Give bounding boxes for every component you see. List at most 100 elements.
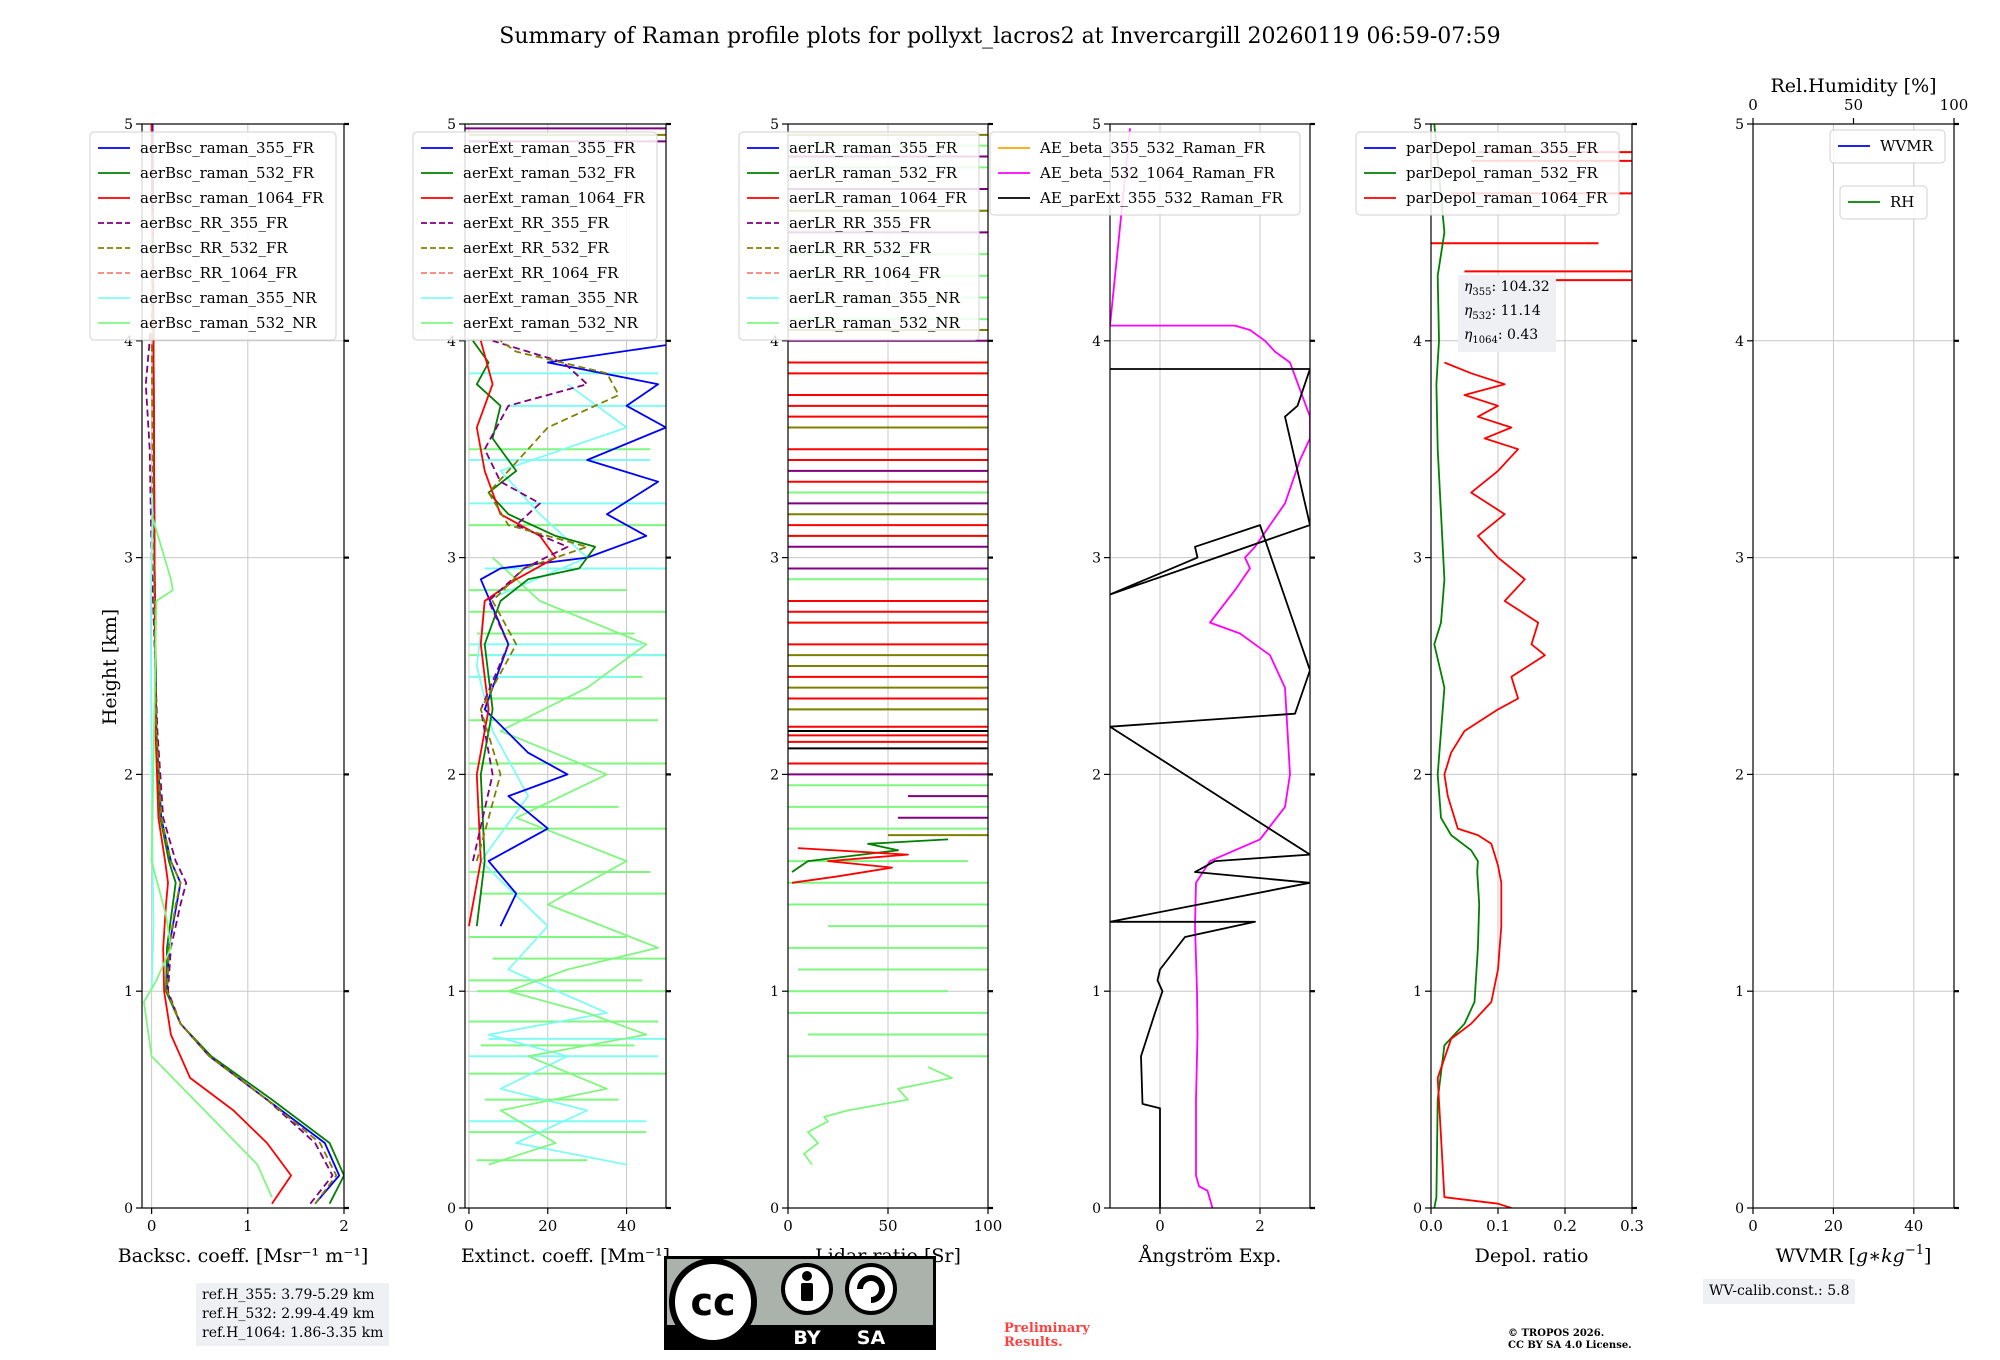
y-tick-label: 2 [447,767,456,783]
license-sa-label: SA [857,1327,886,1349]
legend-label: AE_parExt_355_532_Raman_FR [1039,189,1284,207]
legend-label: aerLR_raman_532_FR [789,164,958,182]
axes-frame [1109,123,1311,1209]
y-tick-label: 4 [1092,334,1101,350]
legend-label: aerBsc_RR_1064_FR [140,264,298,282]
eta-532: η532: 11.14 [1464,302,1541,322]
series-AE_beta_532_1064_Raman_FR [1110,128,1310,1208]
wv-calib-constant: WV-calib.const.: 5.8 [1709,1283,1850,1299]
series-parDepol_raman_1064_FR [1436,361,1546,1208]
legend-label: aerBsc_raman_1064_FR [140,189,324,207]
y-tick-label: 5 [1092,117,1101,133]
legend-frame [412,131,658,341]
data-layer-ae [1110,128,1310,1208]
series-aerLR_raman_1064_FR [791,847,909,884]
legend-wvmr: WVMR [1829,129,1946,164]
xlabel-part: kg [1881,1245,1905,1267]
y-tick-label: 1 [1092,984,1101,1000]
y-tick-label: 0 [447,1201,456,1217]
series-aerBsc_RR_355_FR [144,297,334,1205]
panel-ae: 0 2 0 1 2 3 4 5 Ångström Exp. AE_beta_355_532_Ram… [989,117,1315,1267]
x-tick-label: 0 [1155,1217,1165,1235]
preliminary-results-note: Preliminary Results. [1004,1322,1090,1350]
y-tick-label: 1 [447,984,456,1000]
y-tick-label: 1 [124,984,133,1000]
xlabel-part: WVMR [ [1776,1245,1856,1267]
y-tick-label: 2 [1092,767,1101,783]
series-aerLR_raman_532_FR [791,838,949,873]
series-aerBsc_raman_355_NR [149,492,155,992]
wv-calibration-box: WV-calib.const.: 5.8 [1703,1279,1856,1304]
eta-355: η355: 104.32 [1464,279,1550,298]
legend-lr: aerLR_raman_355_FR aerLR_raman_532_FR aerL… [738,131,980,341]
xlabel-part: g [1856,1245,1868,1267]
y-tick-label: 2 [1413,767,1422,783]
x-tick-label: 0.2 [1553,1217,1577,1235]
y-tick-label: 3 [1092,551,1101,567]
reference-height-box: ref.H_355: 3.79-5.29 km ref.H_532: 2.99-… [196,1283,390,1346]
y-tick-label: 4 [770,334,779,350]
series-aerExt_RR_532_FR [475,340,620,862]
y-tick-label: 1 [770,984,779,1000]
panel-wvmr: 0 20 40 0 1 2 3 4 5 WVMR [g∗kg−1] 0 50 100Rel.Humidi… [1735,75,1968,1267]
legend-label: aerLR_raman_1064_FR [789,189,967,207]
legend-label: aerExt_raman_532_FR [463,164,636,182]
legend-label: aerLR_RR_1064_FR [789,264,941,282]
y-tick-label: 4 [1413,334,1422,350]
x-axis-label: Depol. ratio [1475,1245,1589,1267]
y-tick-label: 4 [447,334,456,350]
cc-by-sa-license-badge: cc BY SA [664,1256,936,1350]
y-tick-label: 3 [447,551,456,567]
x-tick-label: 100 [974,1217,1003,1235]
y-tick-label: 5 [1735,117,1744,133]
series-aerBsc_raman_532_NR [142,513,273,1198]
y-tick-label: 3 [1413,551,1422,567]
series-parDepol_raman_532_FR [1433,124,1481,1208]
copyright-line-1: © TROPOS 2026. [1508,1328,1605,1339]
y-tick-label: 5 [447,117,456,133]
legend-label: parDepol_raman_532_FR [1406,164,1599,182]
cc-logo-text: cc [690,1280,735,1324]
series-aerLR_raman_532_NR [803,1066,953,1166]
copyright-line-2: CC BY SA 4.0 License. [1508,1340,1632,1351]
legend-label: aerBsc_raman_355_FR [140,139,315,157]
eta-355-value: : 104.32 [1491,279,1550,295]
eta-532-value: : 11.14 [1491,302,1541,319]
data-layer-bsc [142,124,344,1205]
legend-label: aerBsc_raman_532_NR [140,314,317,332]
legend-depol: parDepol_raman_355_FR parDepol_raman_532_… [1355,131,1620,216]
panel-bsc: 0 1 2 0 1 2 3 4 5 Backsc. coeff. [Msr⁻¹ m⁻¹] aerBs… [89,117,369,1267]
attribution-body [801,1283,813,1301]
eta-box: η355: 104.32 η532: 11.14 η1064: 0.43 [1458,275,1556,353]
data-layer-lr [788,133,988,1166]
y-tick-label: 3 [770,551,779,567]
x-axis-label: WVMR [g∗kg−1] [1776,1243,1932,1267]
eta-1064-value: : 0.43 [1497,326,1539,343]
x-axis-label: Backsc. coeff. [Msr⁻¹ m⁻¹] [118,1245,369,1267]
legend-label: parDepol_raman_1064_FR [1406,189,1608,207]
legend-label: aerBsc_RR_532_FR [140,239,288,257]
series-aerExt_raman_1064_FR [468,340,557,927]
legend-label: aerLR_raman_355_NR [789,289,960,307]
legend-label: aerExt_raman_1064_FR [463,189,645,207]
x-tick-label: 1 [243,1217,253,1235]
legend-label: aerBsc_raman_532_FR [140,164,315,182]
y-tick-label: 0 [770,1201,779,1217]
x-tick-label: 0 [464,1217,474,1235]
y-tick-label: 1 [1735,984,1744,1000]
ref-height-355: ref.H_355: 3.79-5.29 km [202,1287,375,1303]
y-tick-label: 0 [1413,1201,1422,1217]
y-tick-label: 0 [1092,1201,1101,1217]
legend-frame [738,131,980,341]
panel-depol: 0.0 0.1 0.2 0.3 0 1 2 3 4 5 Depol. ratio parDepol_r… [1355,117,1644,1267]
y-tick-label: 2 [124,767,133,783]
legend-frame [1355,131,1620,216]
cc-logo-icon [669,1258,757,1346]
legend-ae: AE_beta_355_532_Raman_FR AE_beta_532_1064… [989,131,1301,216]
xlabel-part: ∗ [1868,1245,1881,1267]
y-tick-label: 4 [124,334,133,350]
y-tick-label: 3 [1735,551,1744,567]
y-axis-label: Height [km] [99,609,121,725]
legend-frame [89,131,337,341]
